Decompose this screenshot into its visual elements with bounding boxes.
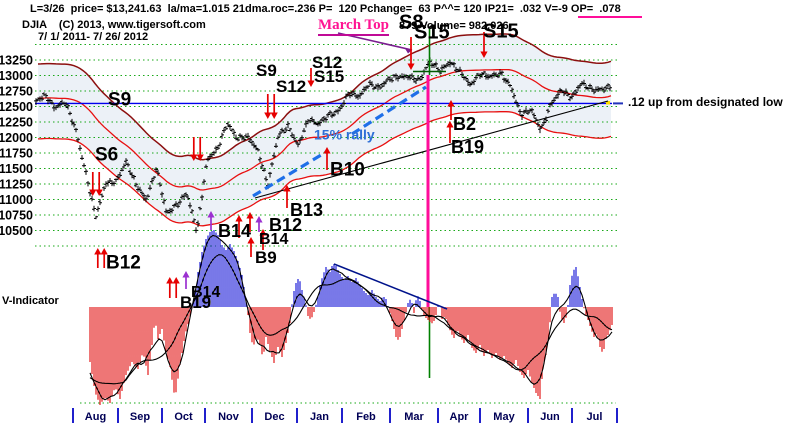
sell-arrow-head (264, 112, 272, 119)
signal-label: B14 (259, 231, 288, 248)
y-axis-tick-label: 10500 (0, 224, 33, 238)
buy-arrow-head (447, 100, 455, 107)
buy-arrow-head (246, 212, 254, 219)
march-top-pointer (337, 32, 413, 51)
y-axis-tick-label: 12250 (0, 116, 33, 130)
signal-label: B14 (218, 221, 251, 241)
sell-arrow-head (307, 80, 315, 87)
month-label: Mar (404, 411, 424, 423)
buy-arrow-head (259, 229, 267, 236)
signal-label: S9 (108, 90, 131, 111)
signal-label: B2 (453, 114, 476, 134)
y-axis-tick-label: 11750 (0, 147, 33, 161)
signal-label: S12 (312, 53, 342, 72)
purple-arrow-head (255, 216, 263, 223)
buy-arrow-head (172, 277, 180, 284)
signal-label: S15 (414, 21, 450, 43)
v-indicator-positive-bars (193, 230, 583, 307)
signal-label: B14 (191, 284, 220, 301)
date-range: 7/ 1/ 2011- 7/ 26/ 2012 (38, 31, 149, 43)
march-top-annotation: March Top (318, 17, 389, 36)
buy-arrow-head (235, 215, 243, 222)
month-label: Feb (356, 411, 376, 423)
signal-label: S6 (95, 145, 118, 166)
month-label: Sep (130, 411, 150, 423)
sell-arrow-head (407, 63, 415, 70)
purple-arrow-head (207, 211, 215, 218)
sell-arrow-head (89, 189, 97, 196)
signal-label: B19 (451, 137, 484, 157)
y-axis-tick-label: 12000 (0, 131, 33, 145)
rally-line (351, 85, 427, 136)
buy-arrow-head (247, 237, 255, 244)
signal-label: B12 (106, 253, 141, 274)
sell-arrow-head (190, 154, 198, 161)
signal-label: B13 (290, 200, 323, 220)
y-axis-tick-label: 13250 (0, 54, 33, 68)
signal-label: B12 (269, 215, 302, 235)
month-label: Jan (310, 411, 329, 423)
sell-arrow-head (196, 154, 204, 161)
signal-label: S15 (314, 67, 344, 86)
buy-arrow-head (94, 248, 102, 255)
v-indicator-ma-line (89, 254, 613, 385)
y-axis-tick-label: 12750 (0, 85, 33, 99)
signal-label: B10 (330, 160, 365, 181)
month-label: Oct (174, 411, 193, 423)
support-trendline (254, 100, 609, 199)
y-axis-tick-label: 10750 (0, 209, 33, 223)
yellow-marker (606, 101, 610, 105)
signal-label: 15% rally (314, 126, 375, 142)
v-indicator-label: V-Indicator (2, 295, 59, 307)
month-label: Nov (218, 411, 240, 423)
v-indicator-line (89, 234, 613, 401)
purple-arrow-head (182, 271, 190, 278)
symbol-copyright: DJIA (C) 2013, www.tigersoft.com (22, 19, 206, 31)
month-label: Dec (264, 411, 284, 423)
month-label: Apr (450, 411, 470, 423)
signal-label: B9 (255, 248, 277, 267)
month-label: Aug (85, 411, 106, 423)
middle-band-line (37, 68, 612, 191)
price-bars (34, 57, 612, 234)
buy-arrow-head (323, 147, 331, 154)
signal-label: S12 (276, 77, 306, 96)
signal-label: S15 (483, 20, 519, 42)
sell-arrow-head (95, 189, 103, 196)
buy-arrow-head (283, 185, 291, 192)
v-indicator-trendline (333, 263, 448, 310)
month-label: May (493, 411, 515, 423)
volume-readout: 879 Volume= 982.026 (399, 20, 509, 32)
month-label: Jun (540, 411, 560, 423)
y-axis-tick-label: 11500 (0, 162, 33, 176)
rally-line (252, 150, 327, 198)
v-value-underline (578, 16, 642, 18)
sell-arrow-head (480, 51, 488, 58)
month-label: Jul (587, 411, 603, 423)
buy-arrow-head (446, 121, 454, 128)
v-indicator-negative-bars (89, 307, 613, 405)
sell-arrow-head (270, 112, 278, 119)
y-axis-tick-label: 11250 (0, 178, 33, 192)
signal-label: S8 (399, 11, 423, 33)
lower-band-line (37, 110, 612, 227)
signal-label: B19 (180, 293, 211, 312)
y-axis-tick-label: 11000 (0, 193, 33, 207)
buy-arrow-head (166, 277, 174, 284)
y-axis-tick-label: 13000 (0, 69, 33, 83)
signal-label: S9 (256, 61, 277, 80)
buy-arrow-head (100, 248, 108, 255)
indicator-readout-line: L=3/26 price= $13,241.63 la/ma=1.015 21d… (30, 3, 621, 15)
y-axis-tick-label: 12500 (0, 100, 33, 114)
designated-low-note: .12 up from designated low (628, 95, 783, 109)
